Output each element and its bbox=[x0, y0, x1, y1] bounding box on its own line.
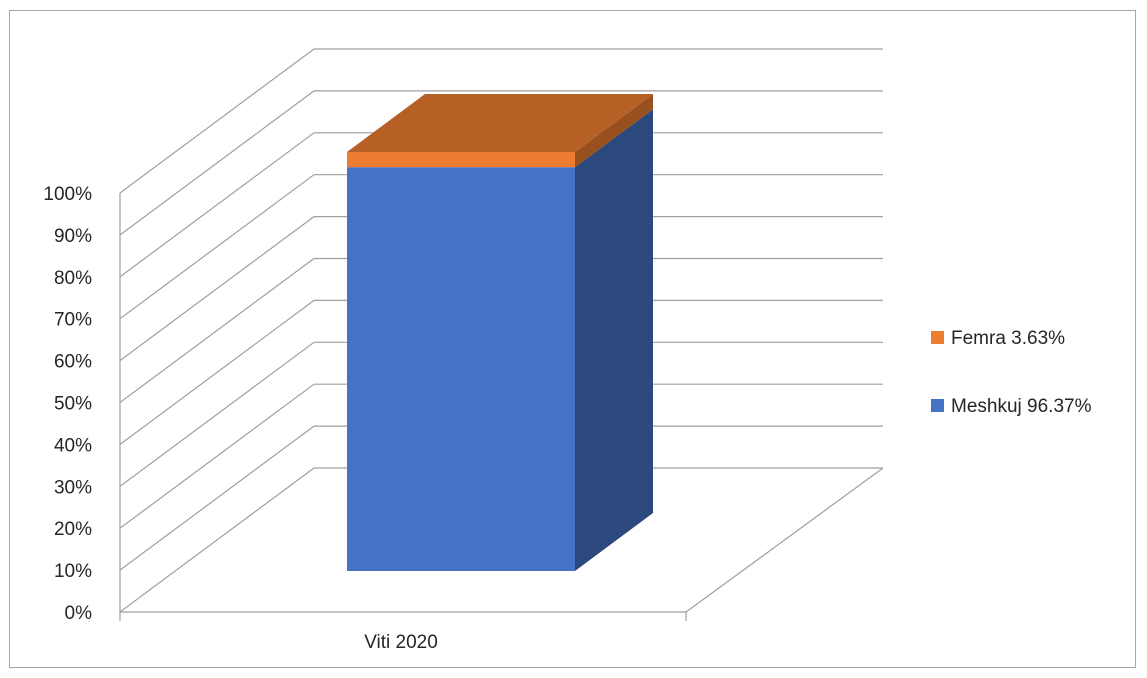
side-wall-gridline bbox=[119, 425, 315, 571]
chart-frame: 0% 10% 20% 30% 40% 50% 60% 70% 80% 90% 100% Viti 2… bbox=[9, 10, 1136, 668]
legend-label-meshkuj: Meshkuj 96.37% bbox=[951, 396, 1092, 417]
y-tick-label: 60% bbox=[54, 352, 92, 373]
legend-label-femra: Femra 3.63% bbox=[951, 328, 1065, 349]
legend-swatch-femra bbox=[931, 331, 944, 344]
y-tick-label: 80% bbox=[54, 268, 92, 289]
side-wall-gridline bbox=[119, 48, 315, 194]
side-wall-gridline bbox=[119, 216, 315, 362]
y-tick-label: 90% bbox=[54, 226, 92, 247]
side-wall-gridline bbox=[119, 299, 315, 445]
side-wall-gridline bbox=[119, 467, 315, 613]
y-tick-label: 0% bbox=[65, 603, 93, 624]
side-wall-gridline bbox=[119, 90, 315, 236]
side-wall-gridline bbox=[119, 341, 315, 487]
side-wall-gridline bbox=[119, 258, 315, 403]
bar-front-meshkuj bbox=[347, 167, 575, 571]
chart-bars bbox=[347, 94, 653, 571]
x-tick-label: Viti 2020 bbox=[364, 632, 438, 653]
y-axis-ticks: 0% 10% 20% 30% 40% 50% 60% 70% 80% 90% 100% bbox=[43, 184, 92, 624]
y-tick-label: 100% bbox=[43, 184, 92, 205]
bar-top-femra bbox=[347, 94, 653, 152]
y-tick-label: 20% bbox=[54, 519, 92, 540]
y-tick-label: 30% bbox=[54, 477, 92, 498]
floor-right-edge bbox=[685, 467, 884, 613]
y-tick-label: 50% bbox=[54, 394, 92, 415]
y-tick-label: 10% bbox=[54, 561, 92, 582]
chart-canvas: 0% 10% 20% 30% 40% 50% 60% 70% 80% 90% 100% Viti 2… bbox=[43, 48, 1092, 653]
chart-legend: Femra 3.63% Meshkuj 96.37% bbox=[931, 328, 1092, 417]
legend-swatch-meshkuj bbox=[931, 399, 944, 412]
side-wall-gridline bbox=[119, 174, 315, 320]
bar-side-meshkuj bbox=[575, 109, 653, 571]
y-tick-label: 40% bbox=[54, 435, 92, 456]
x-axis-ticks: Viti 2020 bbox=[364, 632, 438, 653]
y-tick-label: 70% bbox=[54, 310, 92, 331]
bar-front-femra bbox=[347, 152, 575, 168]
side-wall-gridline bbox=[119, 383, 315, 529]
bar-side-femra bbox=[575, 94, 653, 168]
side-wall-gridline bbox=[119, 132, 315, 278]
